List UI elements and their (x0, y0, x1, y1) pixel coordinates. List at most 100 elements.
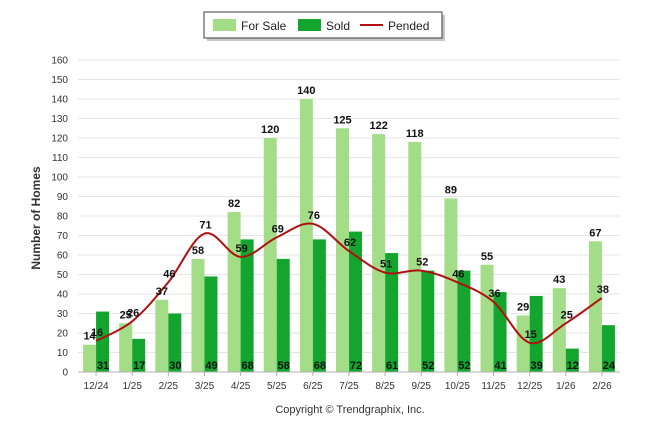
y-tick-label: 90 (57, 192, 69, 203)
x-tick-label: 1/25 (122, 381, 142, 392)
bar-for-sale[interactable] (516, 315, 530, 372)
label-sold: 68 (241, 360, 253, 372)
label-pended: 15 (525, 329, 537, 341)
x-tick-label: 10/25 (445, 381, 470, 392)
label-sold: 49 (205, 360, 217, 372)
x-tick-label: 5/25 (267, 381, 287, 392)
y-tick-label: 30 (57, 309, 69, 320)
bar-for-sale[interactable] (83, 344, 97, 372)
label-sold: 30 (169, 360, 181, 372)
x-tick-label: 11/25 (481, 381, 506, 392)
label-sold: 17 (133, 360, 145, 372)
bars (83, 99, 615, 372)
pended-series-line[interactable] (95, 222, 603, 345)
bar-for-sale[interactable] (372, 134, 386, 372)
y-tick-label: 0 (62, 368, 68, 379)
legend-label-pended[interactable]: Pended (388, 19, 429, 33)
label-pended: 36 (488, 288, 500, 300)
bar-for-sale[interactable] (336, 128, 349, 372)
bar-for-sale[interactable] (480, 264, 494, 372)
bar-sold[interactable] (457, 270, 471, 372)
label-for-sale: 58 (192, 245, 204, 257)
label-pended: 76 (308, 210, 320, 222)
bar-sold[interactable] (276, 258, 290, 372)
legend-label-for-sale[interactable]: For Sale (241, 19, 287, 33)
x-tick-label: 12/25 (517, 381, 542, 392)
label-for-sale: 140 (297, 85, 315, 97)
y-tick-label: 50 (57, 270, 69, 281)
x-tick-label: 2/26 (592, 381, 612, 392)
label-pended: 16 (91, 327, 103, 339)
label-sold: 24 (603, 360, 616, 372)
label-for-sale: 89 (445, 184, 457, 196)
bar-sold[interactable] (529, 295, 543, 372)
bar-sold[interactable] (240, 239, 254, 372)
label-sold: 39 (531, 360, 543, 372)
bar-sold[interactable] (96, 311, 110, 372)
bar-for-sale[interactable] (119, 323, 133, 372)
y-tick-label: 60 (57, 251, 69, 262)
legend-box (203, 11, 443, 39)
label-sold: 41 (494, 360, 506, 372)
legend-label-sold[interactable]: Sold (326, 19, 350, 33)
bar-for-sale[interactable] (299, 99, 313, 372)
bar-for-sale[interactable] (588, 241, 602, 372)
bar-sold[interactable] (312, 239, 326, 372)
label-pended: 62 (344, 237, 356, 249)
bar-sold[interactable] (168, 313, 182, 373)
bar-sold[interactable] (421, 270, 435, 372)
label-for-sale: 67 (589, 227, 601, 239)
label-for-sale: 82 (228, 198, 240, 210)
bar-for-sale[interactable] (191, 258, 205, 372)
y-axis-title: Number of Homes (29, 166, 43, 270)
label-pended: 69 (272, 223, 284, 235)
x-tick-label: 12/24 (84, 381, 109, 392)
label-for-sale: 29 (517, 301, 529, 313)
label-pended: 26 (127, 307, 139, 319)
bar-sold[interactable] (349, 231, 362, 372)
label-sold: 31 (97, 360, 109, 372)
bar-sold[interactable] (601, 325, 615, 372)
copyright-credit: Copyright © Trendgraphix, Inc. (275, 404, 424, 416)
legend-swatch-sold[interactable] (298, 19, 321, 31)
bar-sold[interactable] (204, 276, 218, 372)
bar-for-sale[interactable] (155, 299, 169, 372)
bar-for-sale[interactable] (227, 212, 241, 372)
label-pended: 38 (597, 284, 609, 296)
bar-for-sale[interactable] (552, 288, 566, 372)
bar-for-sale[interactable] (444, 198, 458, 372)
y-tick-label: 70 (57, 231, 69, 242)
label-for-sale: 25 (120, 309, 132, 321)
y-tick-label: 10 (57, 348, 69, 359)
x-tick-label: 1/26 (556, 381, 576, 392)
legend-swatch-for-sale[interactable] (213, 19, 236, 31)
y-tick-label: 110 (52, 153, 68, 164)
label-for-sale: 120 (261, 124, 279, 136)
x-tick-label: 7/25 (339, 381, 359, 392)
label-pended: 71 (199, 220, 211, 232)
y-tick-label: 40 (57, 290, 69, 301)
y-tick-label: 160 (51, 56, 68, 67)
label-for-sale: 43 (553, 274, 565, 286)
x-tick-label: 2/25 (159, 381, 179, 392)
legend[interactable]: For Sale Sold Pended (203, 11, 445, 41)
bar-sold[interactable] (385, 253, 399, 372)
y-tick-label: 120 (51, 134, 68, 145)
bar-for-sale[interactable] (263, 138, 277, 372)
label-sold: 52 (458, 360, 470, 372)
x-tick-label: 6/25 (303, 381, 323, 392)
y-tick-label: 80 (57, 212, 69, 223)
y-tick-label: 150 (51, 75, 68, 86)
bar-sold[interactable] (132, 338, 146, 372)
label-for-sale: 55 (481, 251, 493, 263)
label-sold: 52 (422, 360, 434, 372)
y-tick-label: 140 (51, 95, 68, 106)
bar-for-sale[interactable] (408, 141, 422, 372)
x-tick-label: 9/25 (412, 381, 432, 392)
y-tick-label: 100 (51, 173, 68, 184)
x-axis: 12/24 1/25 2/25 3/25 4/25 5/25 6/25 7/25 8/25 9/2… (78, 371, 620, 392)
bar-sold[interactable] (565, 348, 579, 372)
label-for-sale: 122 (369, 120, 387, 132)
label-pended: 52 (416, 257, 428, 269)
